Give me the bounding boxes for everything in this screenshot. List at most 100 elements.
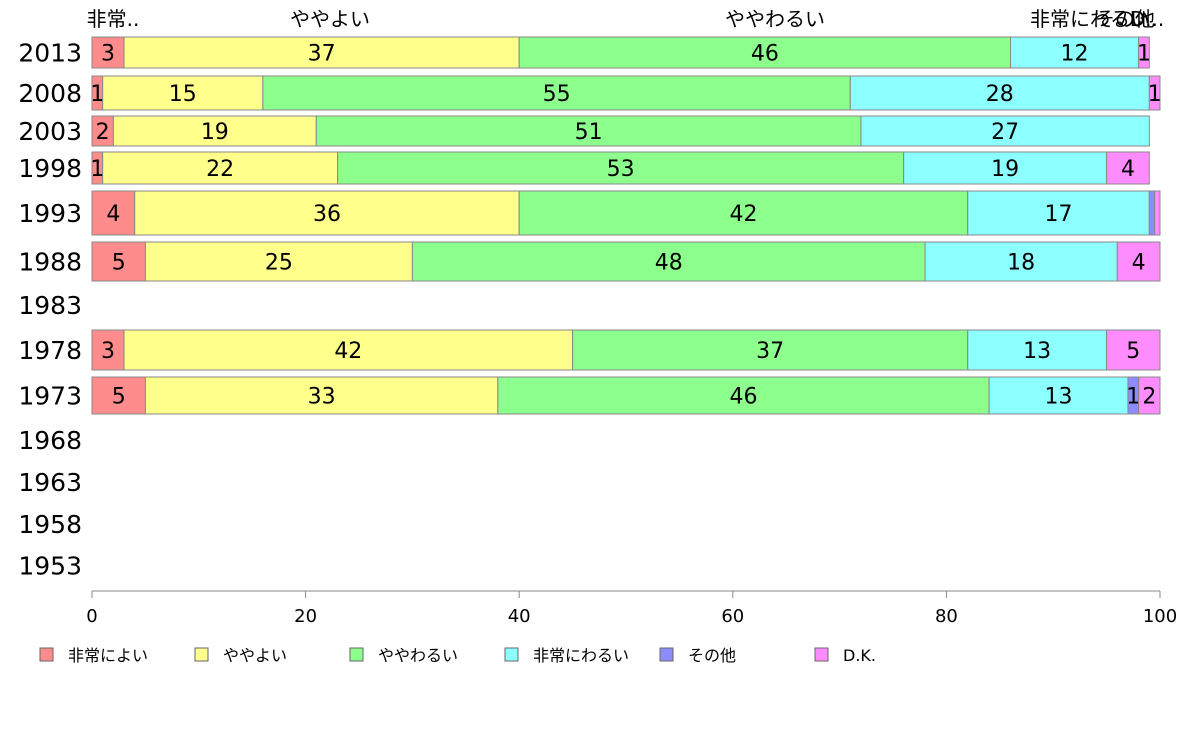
data-label-1978-ややよい: 42 — [334, 339, 362, 364]
data-label-1998-非常によい: 1 — [90, 157, 104, 182]
y-tick-label-1963: 1963 — [18, 468, 82, 497]
data-label-1993-非常によい: 4 — [106, 202, 120, 227]
data-label-1988-非常にわるい: 18 — [1007, 251, 1035, 276]
x-tick-label-0: 0 — [86, 606, 97, 627]
y-tick-label-2003: 2003 — [18, 117, 82, 146]
data-label-2003-ややよい: 19 — [201, 120, 229, 145]
legend-label-2: ややよい — [223, 646, 287, 665]
x-tick-label-60: 60 — [721, 606, 744, 627]
bar-1993-D.K. — [1154, 190, 1161, 236]
data-label-2003-ややわるい: 51 — [575, 120, 603, 145]
data-label-2008-ややよい: 15 — [169, 82, 197, 107]
bar-1973-非常によい — [91, 376, 146, 415]
data-label-2013-ややわるい: 46 — [751, 42, 779, 67]
bar-1978-非常によい — [91, 329, 125, 371]
data-label-2003-非常によい: 2 — [96, 120, 110, 145]
x-tick-label-20: 20 — [294, 606, 317, 627]
bar-1988-ややよい — [144, 241, 413, 282]
y-tick-label-1973: 1973 — [18, 382, 82, 411]
data-label-1988-ややわるい: 48 — [655, 251, 683, 276]
bar-1988-ややわるい — [411, 241, 926, 282]
bar-1978-D.K. — [1106, 329, 1161, 371]
x-axis: 0 20 40 60 80 100 — [86, 590, 1177, 627]
legend-swatch-4 — [504, 647, 519, 662]
legend-label-1: 非常によい — [68, 646, 148, 665]
data-label-2013-D.K.: 1 — [1137, 42, 1151, 67]
data-label-1998-D.K.: 4 — [1121, 157, 1135, 182]
bar-2013-非常にわるい — [1009, 36, 1140, 69]
bar-1998-ややよい — [102, 151, 339, 185]
bar-1978-ややわるい — [572, 329, 969, 371]
data-label-1978-非常にわるい: 13 — [1023, 339, 1051, 364]
data-label-1988-非常によい: 5 — [112, 251, 126, 276]
top-label-2: ややよい — [290, 7, 370, 31]
bar-1973-D.K. — [1138, 376, 1161, 415]
y-tick-label-1978: 1978 — [18, 336, 82, 365]
data-label-2003-非常にわるい: 27 — [991, 120, 1019, 145]
bar-2008-ややよい — [102, 75, 264, 111]
data-label-1993-非常にわるい: 17 — [1045, 202, 1073, 227]
bar-1973-非常にわるい — [988, 376, 1129, 415]
bar-2013-非常によい — [91, 36, 125, 69]
bar-2003-ややわるい — [315, 115, 862, 147]
y-tick-label-1998: 1998 — [18, 154, 82, 183]
x-tick-label-40: 40 — [508, 606, 531, 627]
bar-1993-その他 — [1148, 190, 1156, 236]
top-label-6: D... — [1130, 7, 1164, 31]
data-label-1993-ややよい: 36 — [313, 202, 341, 227]
data-label-2008-非常によい: 1 — [90, 82, 104, 107]
y-tick-label-2008: 2008 — [18, 79, 82, 108]
bar-1978-非常にわるい — [967, 329, 1108, 371]
y-axis-labels: 2013 2008 2003 1998 1993 1988 1983 1978 1973 1968… — [18, 39, 82, 581]
legend: 非常によい ややよい ややわるい 非常にわるい その他 D.K. — [39, 646, 876, 665]
data-label-1988-ややよい: 25 — [265, 251, 293, 276]
data-label-2008-ややわるい: 55 — [543, 82, 571, 107]
legend-swatch-5 — [659, 647, 674, 662]
top-label-1: 非常.. — [87, 7, 140, 31]
data-label-2008-D.K.: 1 — [1148, 82, 1162, 107]
bar-2008-D.K. — [1148, 75, 1161, 111]
y-tick-label-1993: 1993 — [18, 199, 82, 228]
data-label-1973-その他: 1 — [1126, 385, 1140, 410]
data-label-1998-ややよい: 22 — [206, 157, 234, 182]
bar-1973-ややわるい — [497, 376, 990, 415]
x-tick-label-80: 80 — [935, 606, 958, 627]
data-label-1993-ややわるい: 42 — [729, 202, 757, 227]
legend-swatch-2 — [194, 647, 209, 662]
data-label-1973-ややわるい: 46 — [729, 385, 757, 410]
top-series-labels: 非常.. ややよい ややわるい 非常にわるいその他D... — [87, 7, 1165, 31]
bar-1988-D.K. — [1116, 241, 1161, 282]
data-label-1973-非常にわるい: 13 — [1045, 385, 1073, 410]
data-label-1988-D.K.: 4 — [1132, 251, 1146, 276]
data-label-2013-非常にわるい: 12 — [1061, 42, 1089, 67]
data-label-2008-非常にわるい: 28 — [986, 82, 1014, 107]
data-label-1973-非常によい: 5 — [112, 385, 126, 410]
data-label-1998-非常にわるい: 19 — [991, 157, 1019, 182]
legend-swatch-6 — [814, 647, 829, 662]
bar-1993-非常によい — [91, 190, 136, 236]
top-label-5: その他 — [1095, 7, 1155, 31]
legend-label-5: その他 — [688, 646, 736, 665]
data-label-2013-ややよい: 37 — [308, 42, 336, 67]
legend-swatch-3 — [349, 647, 364, 662]
bar-1973-ややよい — [144, 376, 499, 415]
data-label-1973-D.K.: 2 — [1142, 385, 1156, 410]
data-label-1978-ややわるい: 37 — [756, 339, 784, 364]
bars: 3 37 46 12 11 15 55 28 12 19 51 271 22 53 19 44 36 42 175 2… — [90, 36, 1162, 415]
y-tick-label-1983: 1983 — [18, 291, 82, 320]
data-label-1978-非常によい: 3 — [101, 339, 115, 364]
data-label-1998-ややわるい: 53 — [607, 157, 635, 182]
bar-1998-D.K. — [1106, 151, 1150, 185]
data-label-1978-D.K.: 5 — [1126, 339, 1140, 364]
y-tick-label-1968: 1968 — [18, 426, 82, 455]
y-tick-label-1988: 1988 — [18, 248, 82, 277]
y-tick-label-1958: 1958 — [18, 510, 82, 539]
top-label-3: ややわるい — [725, 7, 825, 31]
bar-2008-非常にわるい — [849, 75, 1150, 111]
legend-label-3: ややわるい — [378, 646, 458, 665]
y-tick-label-1953: 1953 — [18, 552, 82, 581]
bar-2003-非常にわるい — [860, 115, 1150, 147]
data-label-1973-ややよい: 33 — [308, 385, 336, 410]
x-tick-label-100: 100 — [1143, 606, 1177, 627]
